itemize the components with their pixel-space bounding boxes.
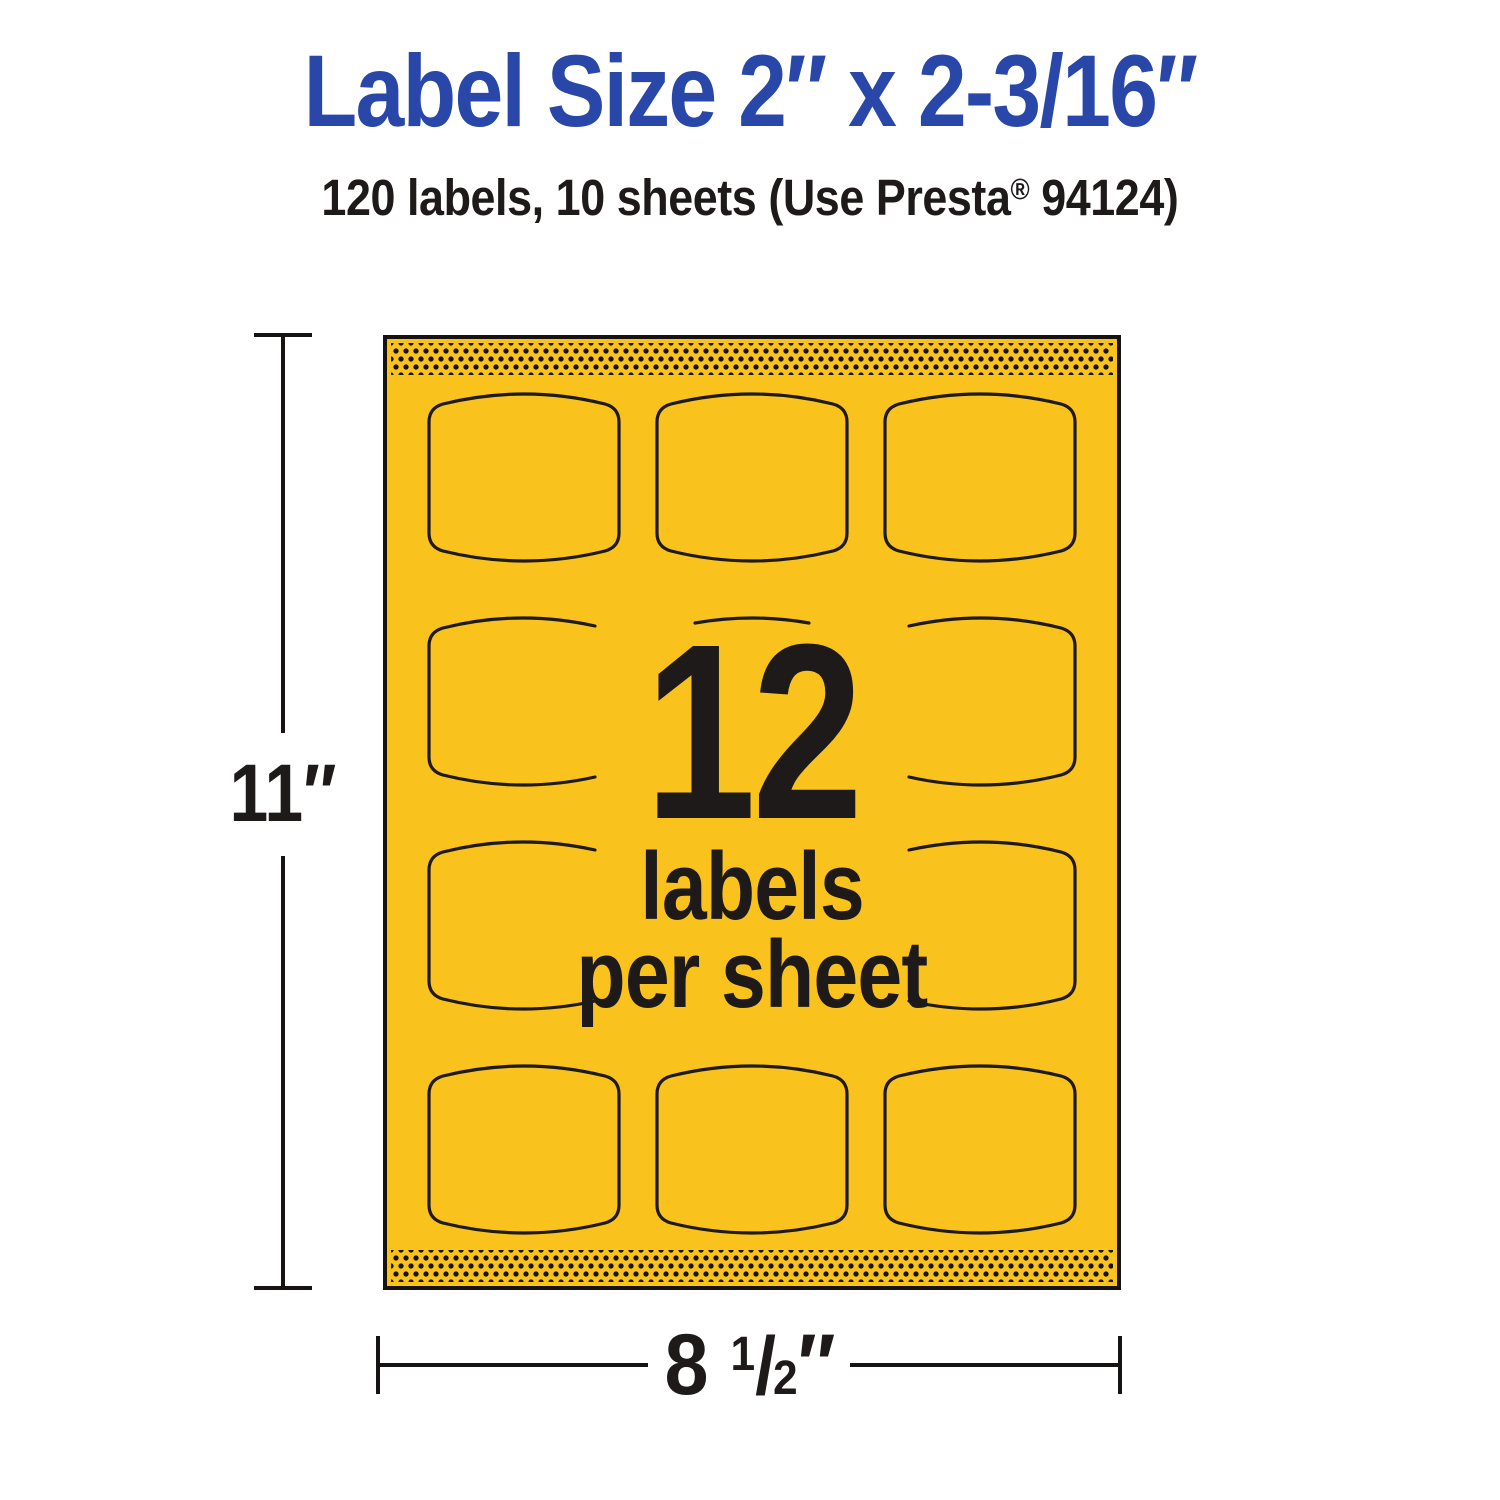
width-inch-mark: ″ [797,1316,836,1413]
page-title: Label Size 2″ x 2-3/16″ [0,34,1500,148]
height-dim-cap-bottom [254,1286,312,1290]
width-fraction-slash: / [755,1320,776,1412]
registered-trademark-mark: ® [1010,173,1030,207]
label-outline [427,616,597,787]
label-outline [427,392,621,563]
page-title-text: Label Size 2″ x 2-3/16″ [303,33,1199,148]
height-dim-line-lower [281,856,285,1290]
width-dim-cap-right [1118,1336,1122,1394]
subtitle: 120 labels, 10 sheets (Use Presta® 94124… [0,164,1500,230]
perforation-dots-top [391,343,1113,375]
per-sheet-word: per sheet [576,921,929,1028]
label-outline [427,1064,621,1235]
width-fraction-numerator: 1 [730,1326,756,1381]
width-dimension-label: 8 1/2″ [598,1317,902,1413]
label-outlines-layer [427,392,1077,1235]
label-outline [693,616,811,625]
subtitle-tail: 94124) [1029,168,1179,226]
label-outline [883,392,1077,563]
label-outline [883,1064,1077,1235]
height-dimension-label: 11″ [229,748,337,839]
height-dim-line-upper [281,333,285,733]
subtitle-lead: 120 labels, 10 sheets (Use Presta [321,168,1011,226]
width-fraction-denominator: 2 [772,1350,798,1405]
label-outline [907,840,1077,1011]
label-outline [427,840,597,1011]
perforation-dots-bottom [391,1250,1113,1282]
subtitle-text: 120 labels, 10 sheets (Use Presta® 94124… [322,168,1179,227]
labels-count: 12 [644,591,863,871]
labels-word: labels [640,833,864,940]
label-outline [907,616,1077,787]
width-whole-number: 8 [664,1316,709,1413]
label-outline [655,392,849,563]
width-dim-line-right [850,1363,1122,1367]
label-outline [655,1064,849,1235]
label-sheet: 12 labels per sheet [383,335,1121,1290]
width-dim-line-left [376,1363,648,1367]
